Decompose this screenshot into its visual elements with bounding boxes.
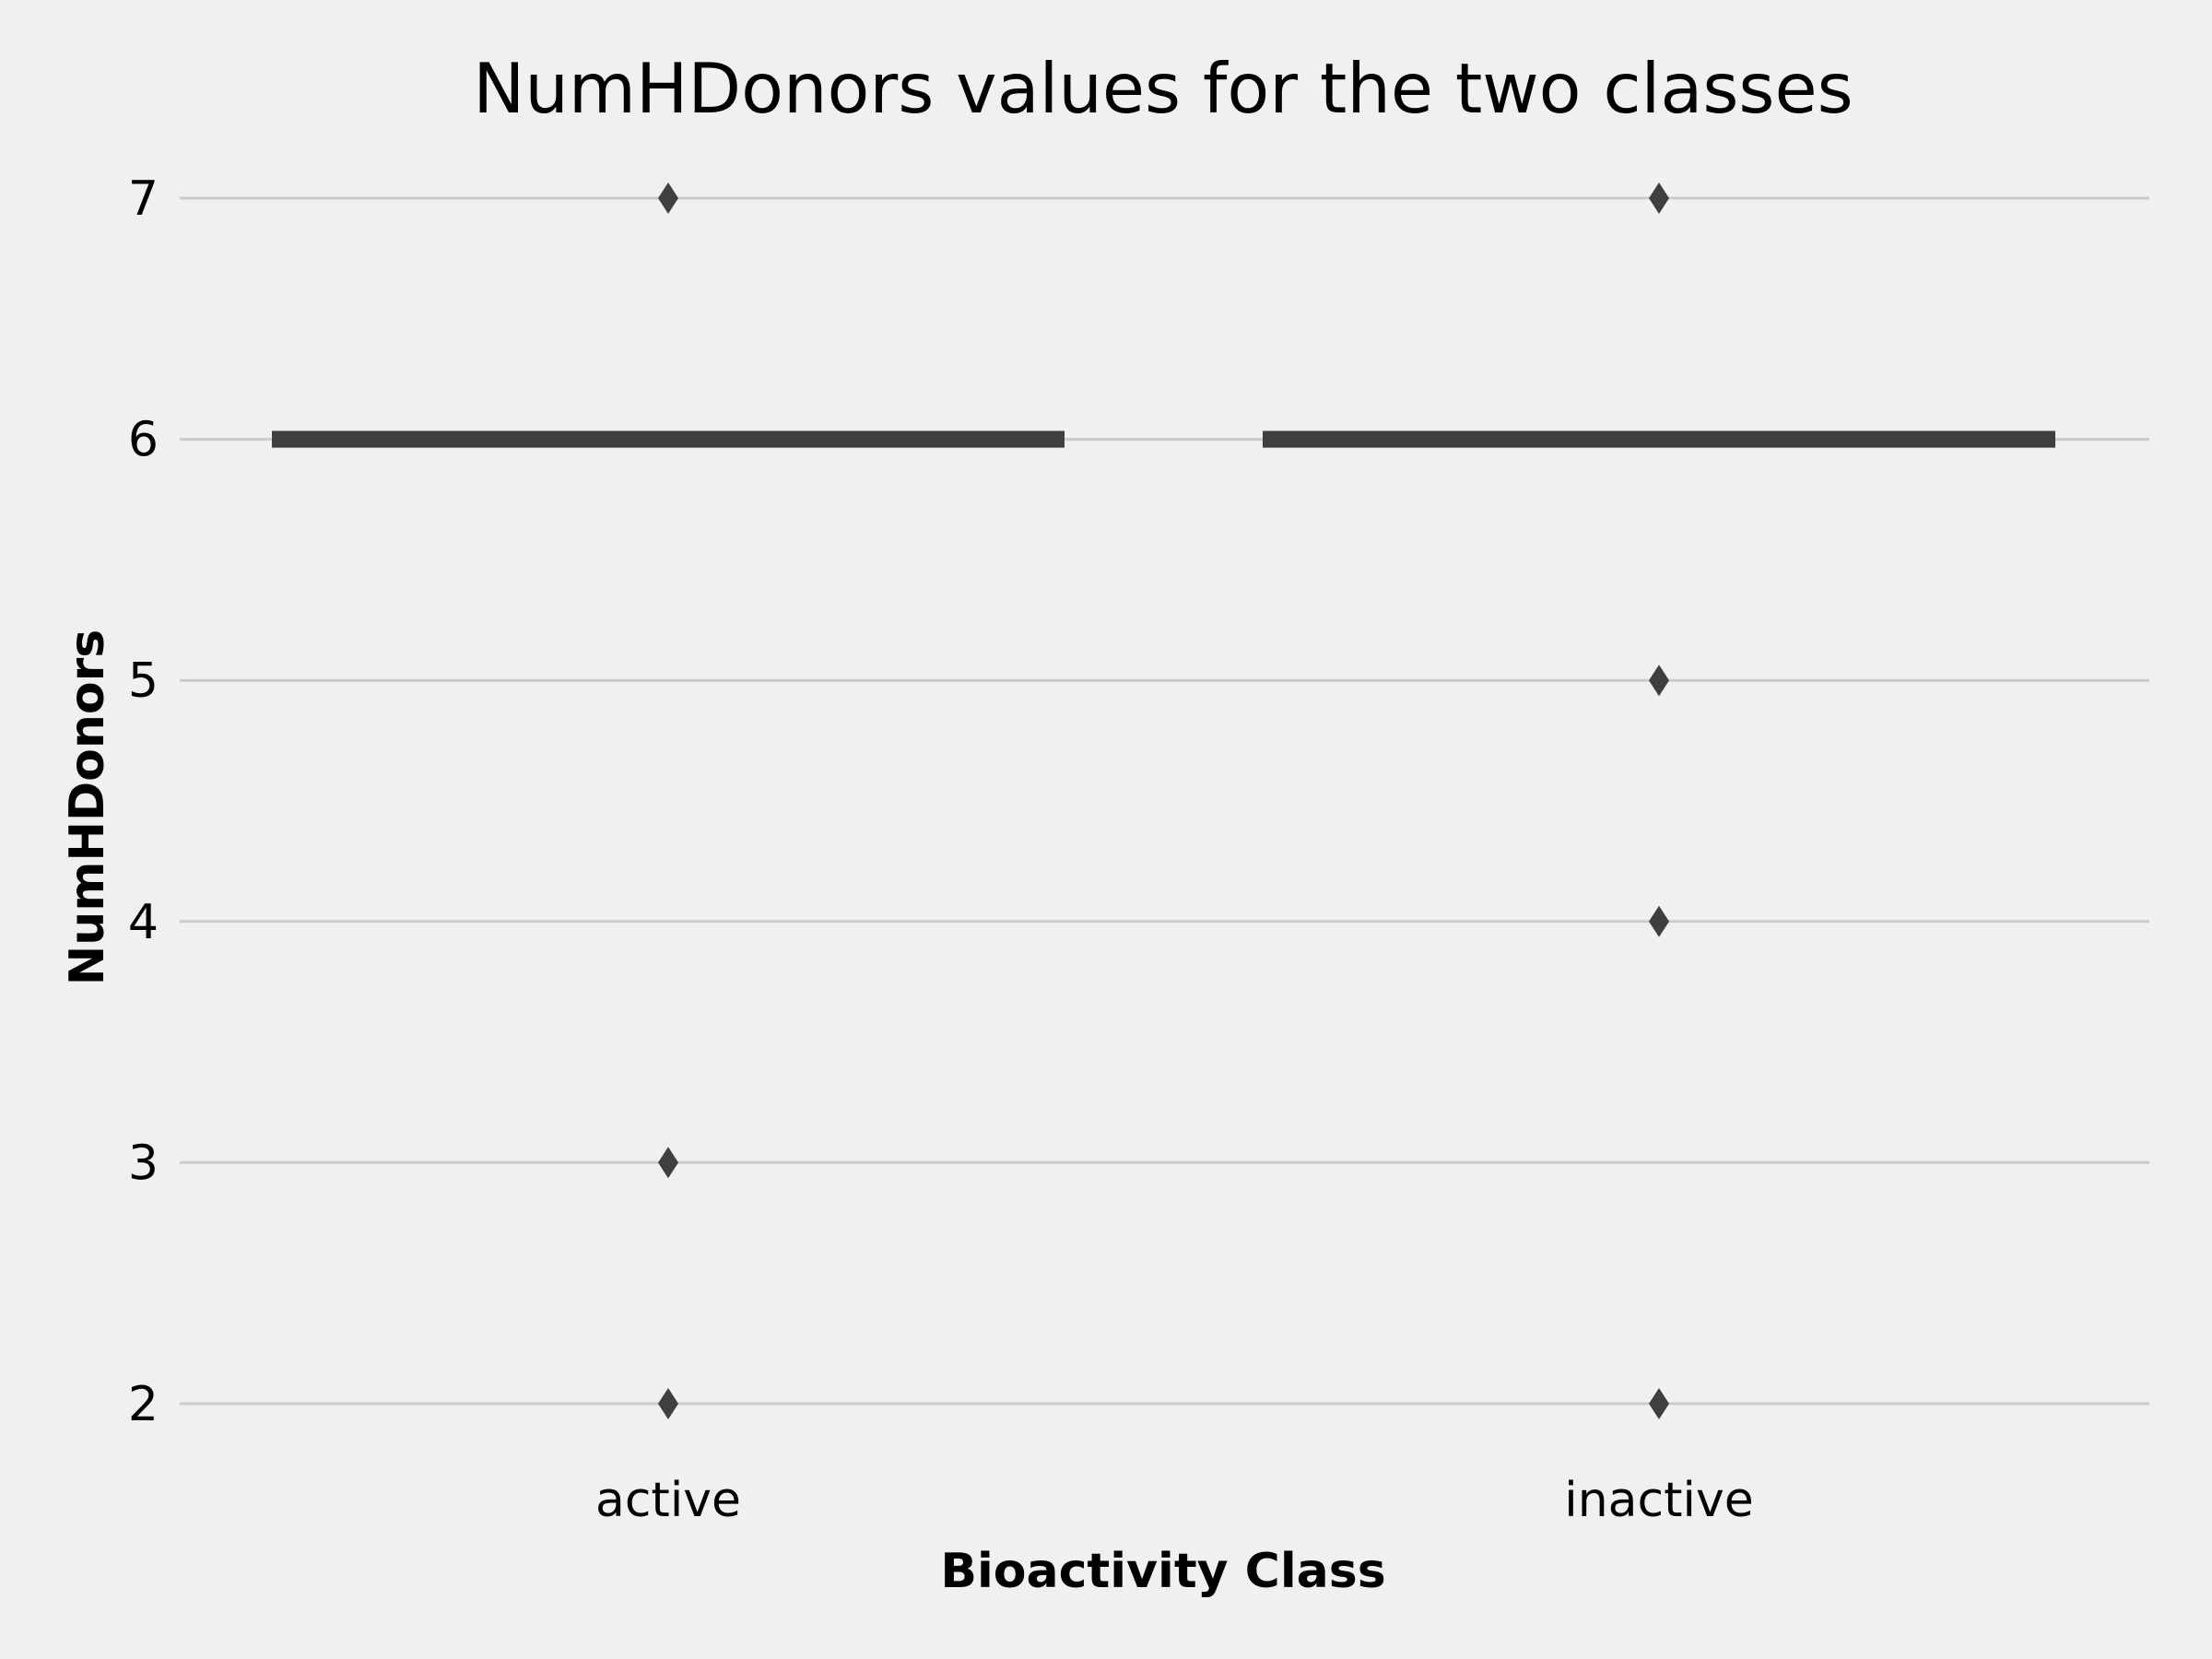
y-axis-label: NumHDonors (60, 629, 115, 985)
outlier-inactive-7 (1649, 182, 1669, 214)
chart-title: NumHDonors values for the two classes (473, 48, 1853, 129)
outlier-inactive-2 (1649, 1388, 1669, 1419)
y-tick-label-7: 7 (128, 171, 159, 227)
outlier-layer (658, 182, 1669, 1419)
y-tick-label-3: 3 (128, 1135, 159, 1191)
box-layer (272, 430, 2055, 448)
outlier-active-2 (658, 1388, 678, 1419)
y-tick-label-4: 4 (128, 895, 159, 950)
x-tick-label-inactive: inactive (1564, 1473, 1753, 1528)
x-tick-labels: active inactive (595, 1473, 1754, 1528)
y-tick-label-5: 5 (128, 653, 159, 709)
outlier-active-7 (658, 182, 678, 214)
y-tick-labels: 2 3 4 5 6 7 (128, 171, 159, 1432)
y-tick-label-2: 2 (128, 1377, 159, 1432)
outlier-inactive-5 (1649, 665, 1669, 697)
x-tick-label-active: active (595, 1473, 741, 1528)
grid-layer (180, 196, 2149, 1406)
y-tick-label-6: 6 (128, 413, 159, 468)
x-axis-label: Bioactivity Class (940, 1544, 1385, 1599)
outlier-active-3 (658, 1147, 678, 1179)
outlier-inactive-4 (1649, 905, 1669, 937)
